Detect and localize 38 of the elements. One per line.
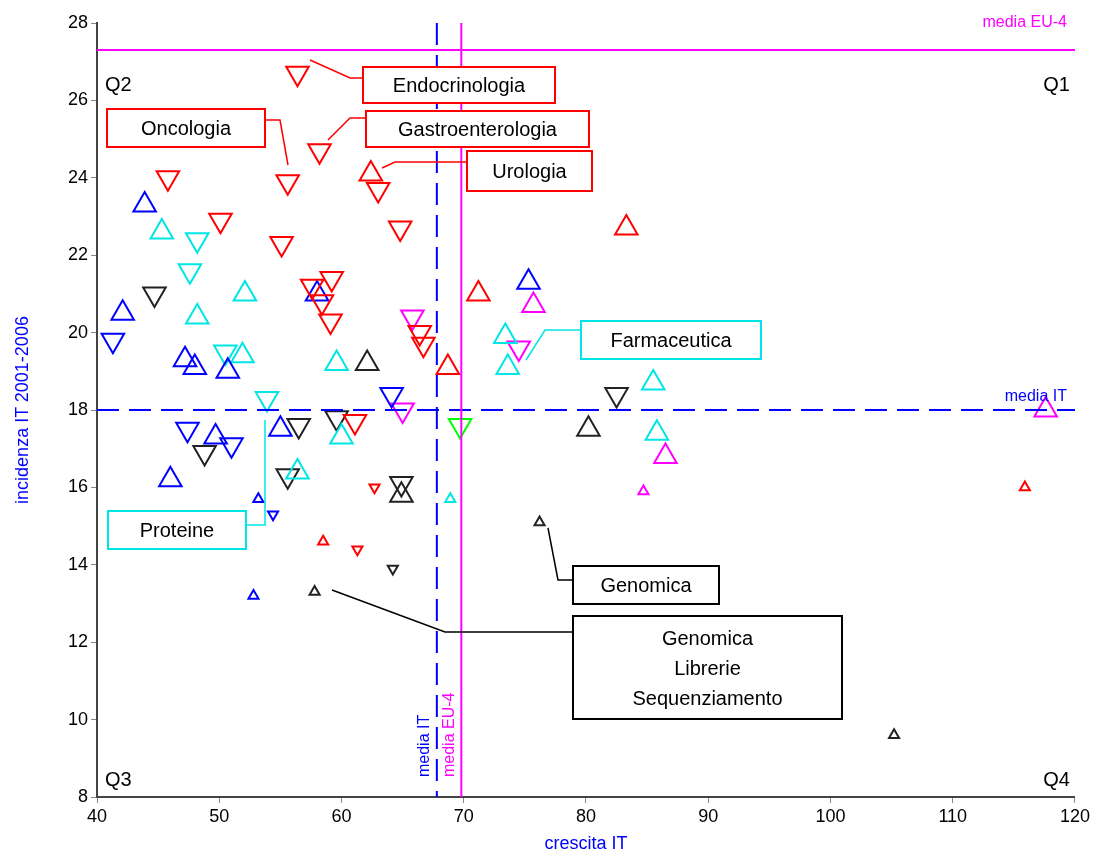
y-tick-label: 8 — [77, 785, 88, 806]
x-axis-title: crescita IT — [544, 833, 628, 854]
callout-box: Gastroenterologia — [365, 110, 590, 148]
x-tick-label: 70 — [453, 805, 474, 826]
callout-box: Farmaceutica — [580, 320, 762, 360]
y-tick-label: 28 — [67, 11, 88, 32]
x-tick-label: 100 — [815, 805, 846, 826]
ref-line-label: media EU-4 — [439, 692, 457, 777]
ref-line-label: media EU-4 — [982, 13, 1068, 31]
y-tick-label: 18 — [67, 398, 88, 419]
x-tick-label: 50 — [209, 805, 230, 826]
ref-line-label: media IT — [1004, 387, 1068, 405]
x-tick-label: 80 — [575, 805, 597, 826]
annotation: Q3 — [105, 767, 132, 790]
callout-box: Genomica — [572, 565, 720, 605]
callout-box: Oncologia — [106, 108, 266, 148]
callout-box: Genomica Librerie Sequenziamento — [572, 615, 843, 720]
callout-box: Proteine — [107, 510, 247, 550]
y-tick-label: 22 — [67, 244, 88, 265]
y-tick-label: 14 — [67, 553, 88, 574]
callout-box: Urologia — [466, 150, 593, 192]
y-tick-label: 16 — [67, 476, 88, 497]
y-tick-label: 20 — [67, 321, 88, 342]
x-tick-label: 110 — [938, 805, 968, 826]
x-tick-label: 120 — [1059, 805, 1091, 826]
x-tick-label: 90 — [698, 805, 719, 826]
y-tick-label: 24 — [67, 166, 88, 187]
x-tick-label: 40 — [86, 805, 108, 826]
ref-line-label: media IT — [415, 714, 433, 777]
annotation: Q4 — [1043, 767, 1070, 790]
y-tick-label: 26 — [67, 89, 88, 110]
y-axis-title: incidenza IT 2001-2006 — [11, 316, 32, 504]
annotation: Q2 — [105, 72, 132, 95]
x-tick-label: 60 — [331, 805, 352, 826]
y-tick-label: 12 — [67, 631, 88, 652]
y-tick-label: 10 — [67, 708, 88, 729]
annotation: Q1 — [1043, 72, 1070, 95]
callout-box: Endocrinologia — [362, 66, 556, 104]
